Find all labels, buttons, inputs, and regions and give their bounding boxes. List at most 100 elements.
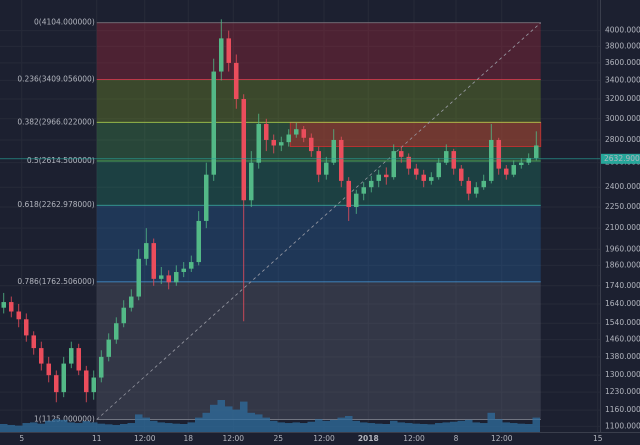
volume-bar [472,422,480,432]
volume-bar [510,423,518,432]
candle-body [99,356,104,378]
candle-body [459,168,464,181]
candle-body [436,162,441,178]
volume-bar [202,412,210,432]
volume-bar [67,422,75,432]
volume-bar [367,423,375,432]
volume-bar [225,406,233,432]
candle-body [114,323,119,340]
volume-bar [0,424,8,432]
volume-bar [315,419,323,432]
volume-bar [480,423,488,432]
candle-body [241,99,246,201]
y-tick-label: 1160.000000 [605,405,640,414]
x-tick-label: 2018 [358,434,379,443]
y-tick-label: 1740.000000 [605,281,640,290]
x-tick-label: 25 [273,434,283,443]
candle-body [234,62,239,100]
candle-body [294,129,299,135]
volume-bar [7,424,15,432]
fib-level-label: 0.236(3409.056000) [17,75,94,84]
candle-body [69,348,74,364]
candle-body [181,268,186,273]
y-tick-label: 1960.000000 [605,244,640,253]
candle-body [504,168,509,175]
volume-bar [502,422,510,432]
fib-zone [96,205,541,282]
candle-body [106,339,111,357]
candle-body [189,262,194,269]
candle-body [391,151,396,178]
volume-bar [105,424,113,432]
y-tick-label: 2800.000000 [605,135,640,144]
volume-bar [382,424,390,432]
volume-bar [150,420,158,432]
candle-body [204,174,209,221]
y-tick-label: 1540.000000 [605,318,640,327]
candle-body [9,302,14,312]
candle-body [451,151,456,169]
candle-body [496,139,501,169]
y-tick-label: 1460.000000 [605,335,640,344]
candle-body [219,38,224,72]
y-tick-label: 3200.000000 [605,94,640,103]
candle-body [429,177,434,181]
candle-body [279,142,284,146]
volume-bar [375,423,383,432]
y-tick-label: 1640.000000 [605,299,640,308]
volume-bar [75,423,83,432]
volume-bar [247,412,255,432]
candle-body [376,174,381,181]
candle-body [39,348,44,364]
candle-body [151,243,156,279]
candle-body [466,180,471,194]
candle-body [309,137,314,152]
candle-body [256,123,261,163]
volume-bar [405,423,413,432]
candle-body [474,187,479,194]
volume-bar [37,423,45,432]
candle-body [421,174,426,181]
candle-body [406,156,411,169]
volume-bar [322,420,330,432]
volume-bar [217,400,225,432]
y-tick-label: 2400.000000 [605,182,640,191]
x-tick-label: 12:00 [313,434,335,443]
candle-body [384,174,389,178]
candle-body [84,370,89,393]
candle-body [31,335,36,349]
volume-bar [120,424,128,432]
y-tick-label: 4000.000000 [605,26,640,35]
volume-bar [165,423,173,432]
volume-bar [307,421,315,432]
candle-body [61,363,66,393]
volume-bar [360,422,368,432]
x-tick-label: 8 [454,434,459,443]
volume-bar [450,421,458,432]
volume-bar [90,422,98,432]
volume-bar [435,423,443,432]
volume-bar [172,423,180,432]
candle-body [316,151,321,175]
candle-body [369,180,374,188]
y-tick-label: 1300.000000 [605,370,640,379]
fib-level-label: 0.5(2614.500000) [27,156,95,165]
candle-body [399,151,404,157]
candle-body [324,162,329,175]
x-tick-label: 12:00 [491,434,513,443]
candle-body [511,165,516,175]
volume-bar [112,424,120,432]
y-tick-label: 1100.000000 [605,421,640,430]
x-tick-label: 15 [593,434,603,443]
volume-bar [292,422,300,432]
volume-bar [352,420,360,432]
last-price-tag [601,153,640,164]
x-tick-label: 11 [92,434,102,443]
last-price-label: 2632.900000 [604,154,640,163]
candle-body [144,243,149,259]
candle-body [76,348,81,371]
y-tick-label: 1860.000000 [605,260,640,269]
candle-body [211,71,216,175]
